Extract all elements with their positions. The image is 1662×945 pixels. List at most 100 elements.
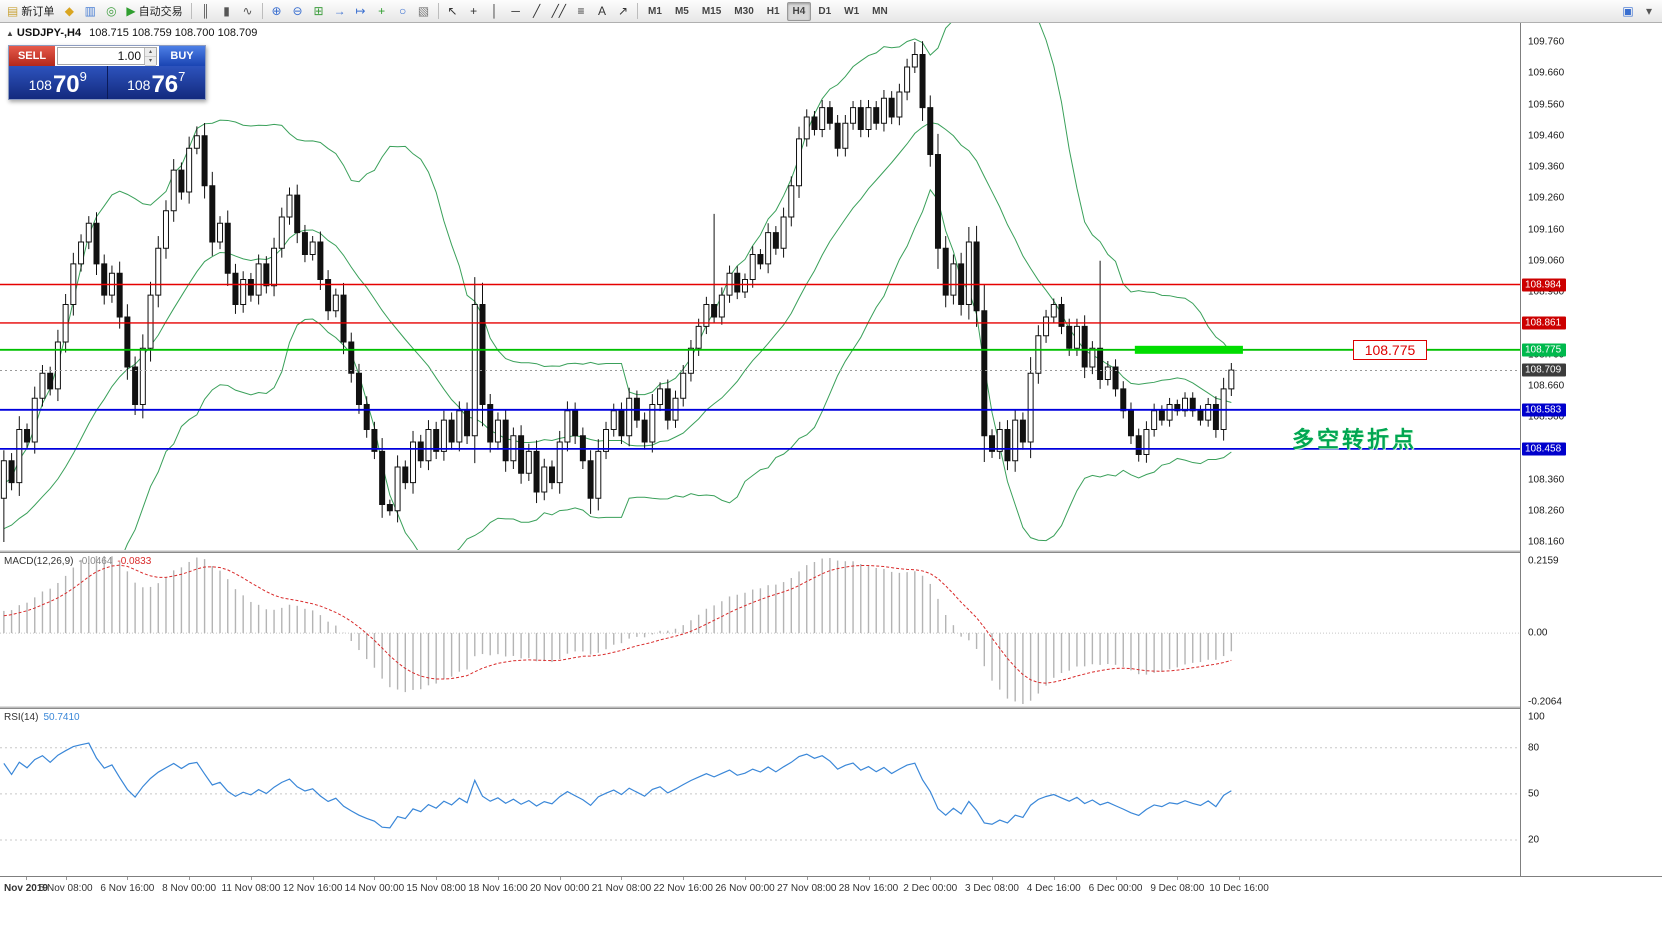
macd-main-value: -0.0464: [78, 556, 113, 567]
price-marker-108.775: 108.775: [1522, 343, 1566, 357]
macd-axis-label: 0.2159: [1528, 555, 1559, 567]
metaeditor-button[interactable]: ◆: [59, 2, 79, 21]
cursor-button[interactable]: ↖: [443, 2, 463, 21]
timeframe-d1-button[interactable]: D1: [818, 5, 832, 17]
new-order-button[interactable]: ▤ 新订单: [3, 2, 58, 21]
ask-big-digits: 76: [151, 71, 179, 98]
equidistant-channel-button[interactable]: ╱╱: [548, 2, 570, 21]
time-axis-tick: [374, 877, 376, 880]
volume-value: 1.00: [117, 49, 141, 63]
strategy-tester-button[interactable]: ◎: [101, 2, 121, 21]
timeframe-m30-button[interactable]: M30: [734, 5, 754, 17]
time-axis-label: 22 Nov 16:00: [653, 883, 713, 894]
turning-point-annotation: 多空转折点: [1292, 427, 1418, 452]
chart-line-icon: ∿: [242, 4, 253, 18]
time-axis-label: 6 Nov 16:00: [100, 883, 155, 894]
sell-button[interactable]: SELL: [9, 46, 55, 66]
time-axis-tick: [436, 877, 438, 880]
chart-window: ▲ USDJPY-,H4 108.715 108.759 108.700 108.7…: [0, 23, 1662, 945]
main-toolbar: ▤ 新订单 ◆ ▥ ◎ ▶ 自动交易 ║ ▮ ∿ ⊕ ⊖ ⊞ → ↦ + ○ ▧ ↖ + │ ─ ╱ ╱╱ ≡ A ↗ M1 M5 M15…: [0, 0, 1662, 23]
chart-shift-button[interactable]: ↦: [351, 2, 371, 21]
price-marker-108.458: 108.458: [1522, 442, 1566, 456]
chart-bars-button[interactable]: ║: [196, 2, 216, 21]
toolbar-options-button[interactable]: ▾: [1639, 2, 1659, 21]
rsi-name: RSI(14): [4, 712, 39, 723]
window-layout-button[interactable]: ▣: [1618, 2, 1638, 21]
symbol-title: USDJPY-,H4: [16, 27, 82, 39]
timeframe-h1-button[interactable]: H1: [766, 5, 780, 17]
timeframe-h4-button[interactable]: H4: [786, 1, 812, 21]
auto-scroll-button[interactable]: →: [330, 2, 350, 21]
buy-price-button[interactable]: 108 76 7: [107, 66, 205, 99]
macd-signal-value: -0.0833: [117, 556, 152, 567]
arrows-tool-button[interactable]: ↗: [613, 2, 633, 21]
volume-down-button[interactable]: ▾: [145, 57, 156, 66]
auto-scroll-icon: →: [333, 4, 346, 18]
window-layout-icon: ▣: [1622, 4, 1634, 18]
time-axis-tick: [559, 877, 561, 880]
panel-divider[interactable]: [0, 706, 1662, 709]
ohlc-values: 108.715 108.759 108.700 108.709: [89, 27, 258, 39]
timeframe-m15-button[interactable]: M15: [701, 5, 722, 17]
one-click-trading-widget: SELL 1.00 ▴ ▾ BUY 108 70 9 108: [8, 45, 206, 100]
equidistant-channel-icon: ╱╱: [551, 4, 567, 18]
chart-candles-button[interactable]: ▮: [217, 2, 237, 21]
time-axis-label: 9 Dec 08:00: [1150, 883, 1205, 894]
bid-big-digits: 70: [52, 71, 80, 98]
trendline-button[interactable]: ╱: [527, 2, 547, 21]
vertical-line-button[interactable]: │: [485, 2, 505, 21]
rsi-axis-label: 100: [1528, 711, 1545, 723]
bid-pip-digit: 9: [79, 69, 87, 84]
volume-input[interactable]: 1.00 ▴ ▾: [57, 47, 157, 66]
time-axis-label: 4 Dec 16:00: [1026, 883, 1081, 894]
templates-button[interactable]: ▧: [414, 2, 434, 21]
indicators-button[interactable]: +: [372, 2, 392, 21]
sell-price-button[interactable]: 108 70 9: [9, 66, 108, 99]
zoom-out-button[interactable]: ⊖: [288, 2, 308, 21]
toolbar-separator: [261, 3, 263, 19]
buy-button[interactable]: BUY: [159, 46, 205, 66]
volume-up-button[interactable]: ▴: [145, 48, 156, 57]
price-axis-label: 109.360: [1528, 161, 1565, 173]
periods-button[interactable]: ○: [393, 2, 413, 21]
time-axis-tick: [1239, 877, 1241, 880]
toolbar-options-icon: ▾: [1645, 4, 1653, 18]
timeframe-m5-button[interactable]: M5: [674, 5, 689, 17]
timeframe-mn-button[interactable]: MN: [872, 5, 888, 17]
rsi-panel-canvas[interactable]: [0, 709, 1520, 876]
time-axis-tick: [1177, 877, 1179, 880]
time-axis-tick: [65, 877, 67, 880]
market-watch-button[interactable]: ▥: [80, 2, 100, 21]
price-chart-canvas[interactable]: [0, 23, 1520, 550]
time-axis-tick: [26, 877, 27, 880]
macd-axis-label: 0.00: [1528, 627, 1548, 639]
time-axis-tick: [1115, 877, 1117, 880]
horizontal-line-icon: ─: [511, 4, 520, 18]
rsi-value: 50.7410: [43, 712, 80, 723]
timeframe-m1-button[interactable]: M1: [648, 5, 662, 17]
indicators-icon: +: [378, 4, 386, 18]
auto-trading-label: 自动交易: [138, 6, 183, 18]
time-axis-tick: [868, 877, 870, 880]
zoom-in-button[interactable]: ⊕: [267, 2, 287, 21]
horizontal-line-button[interactable]: ─: [506, 2, 526, 21]
strategy-tester-icon: ◎: [106, 4, 117, 18]
fibonacci-retracement-icon: ≡: [577, 4, 585, 18]
price-marker-108.583: 108.583: [1522, 403, 1566, 417]
macd-panel-canvas[interactable]: [0, 553, 1520, 706]
tile-windows-button[interactable]: ⊞: [309, 2, 329, 21]
crosshair-button[interactable]: +: [464, 2, 484, 21]
price-axis-label: 109.460: [1528, 130, 1565, 142]
timeframe-w1-button[interactable]: W1: [844, 5, 860, 17]
rsi-axis-label: 80: [1528, 742, 1540, 754]
panel-divider[interactable]: [0, 550, 1662, 553]
fibonacci-retracement-button[interactable]: ≡: [571, 2, 591, 21]
price-marker-108.709: 108.709: [1522, 363, 1566, 377]
time-axis-label: 28 Nov 16:00: [838, 883, 899, 894]
text-label-button[interactable]: A: [592, 2, 612, 21]
market-watch-icon: ▥: [84, 4, 97, 18]
time-axis-tick: [189, 877, 191, 880]
chart-line-button[interactable]: ∿: [238, 2, 258, 21]
auto-trading-button[interactable]: ▶ 自动交易: [122, 2, 186, 21]
